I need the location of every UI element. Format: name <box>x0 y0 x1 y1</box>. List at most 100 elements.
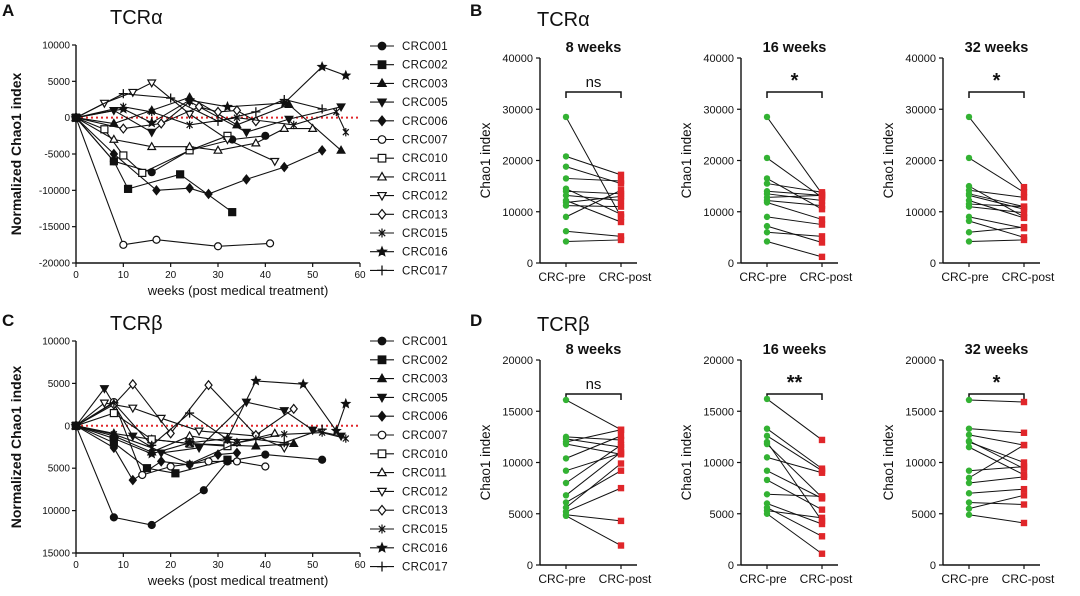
post-point <box>617 177 625 185</box>
legend-marker <box>377 355 387 365</box>
pre-point <box>965 443 973 451</box>
legend-marker <box>377 449 387 459</box>
pre-point <box>763 454 771 461</box>
y-tick-label: 40000 <box>502 53 533 65</box>
pre-point <box>763 154 771 162</box>
legend-marker <box>376 467 388 477</box>
post-point <box>1020 492 1028 499</box>
pre-point <box>965 511 973 518</box>
pair-line <box>766 231 823 237</box>
y-tick-label: 15000 <box>703 406 734 418</box>
legend-marker <box>376 245 388 257</box>
legend: CRC001 CRC002 CRC003 CRC005 CRC006 CRC007 CRC0… <box>370 41 448 277</box>
y-tick-label: 0 <box>728 258 734 270</box>
data-point <box>280 430 288 439</box>
post-point <box>617 460 625 467</box>
data-point <box>199 486 208 495</box>
post-point <box>818 520 826 528</box>
data-point <box>194 444 204 454</box>
data-point <box>204 457 213 466</box>
x-tick-label: CRC-post <box>599 270 652 284</box>
data-point <box>138 470 147 480</box>
pair-line <box>565 188 622 215</box>
significance-bracket <box>565 91 622 98</box>
pair-line <box>766 507 823 537</box>
y-tick-label: 0 <box>64 113 70 124</box>
data-point <box>261 462 270 471</box>
pre-point <box>562 396 570 404</box>
legend-label: CRC007 <box>402 430 448 442</box>
legend-marker <box>377 115 387 127</box>
pair-line <box>565 155 622 176</box>
pre-point <box>763 510 771 517</box>
pair-line <box>968 203 1025 208</box>
post-point <box>617 449 625 456</box>
pair-line <box>968 206 1025 214</box>
pre-point <box>763 476 771 484</box>
subplot-8-weeks: 0 10000 20000 30000 40000 CRC-pre CRC-post Chao… <box>478 40 652 284</box>
legend-marker <box>378 228 386 238</box>
post-point <box>1020 463 1028 470</box>
pre-point <box>763 395 771 403</box>
x-tick-label: CRC-pre <box>941 270 989 284</box>
y-axis-label: Chao1 index <box>881 122 896 198</box>
significance-bracket <box>968 393 1025 400</box>
data-point <box>204 188 213 200</box>
data-point <box>307 123 318 132</box>
post-point <box>617 436 625 444</box>
subplot-16-weeks: 0 5000 10000 15000 20000 CRC-pre CRC-post Chao1… <box>679 342 853 586</box>
pre-point <box>763 491 771 498</box>
x-tick-label: 30 <box>212 560 224 571</box>
pair-line <box>565 463 622 508</box>
y-tick-label: 10000 <box>905 458 936 470</box>
pair-line <box>766 190 823 196</box>
y-tick-label: 0 <box>930 560 936 572</box>
pair-line <box>968 157 1025 193</box>
post-point <box>818 202 826 209</box>
panel-title: TCRα <box>110 7 163 29</box>
data-point <box>109 408 118 418</box>
post-point <box>1020 501 1028 508</box>
legend-label: CRC011 <box>402 468 447 480</box>
x-tick-label: 40 <box>260 560 272 571</box>
series-crc011 <box>71 112 318 154</box>
y-tick-label: 5000 <box>912 509 936 521</box>
legend-label: CRC001 <box>402 41 448 53</box>
data-point <box>185 182 194 194</box>
pair-line <box>968 189 1025 198</box>
legend-marker <box>377 265 387 276</box>
y-tick-label: 10000 <box>703 207 734 219</box>
pair-line <box>968 501 1025 506</box>
pre-point <box>965 467 973 474</box>
pair-line <box>565 195 622 204</box>
data-point <box>241 128 252 138</box>
post-point <box>818 506 826 513</box>
x-axis-label: weeks (post medical treatment) <box>147 283 329 298</box>
post-point <box>1020 189 1028 196</box>
post-point <box>818 514 826 522</box>
pre-point <box>562 202 570 209</box>
data-point <box>251 434 261 444</box>
pre-point <box>965 438 973 446</box>
subplot-title: 8 weeks <box>566 40 622 56</box>
significance-bracket <box>766 393 823 400</box>
y-tick-label: 40000 <box>905 53 936 65</box>
data-point <box>279 438 289 448</box>
data-point <box>284 115 294 125</box>
y-axis-label: Chao1 index <box>478 122 493 198</box>
legend-marker <box>377 208 387 221</box>
y-axis-label: Normalized Chao1 index <box>8 365 24 528</box>
legend-label: CRC015 <box>402 524 448 536</box>
legend-marker <box>376 98 388 108</box>
legend-marker <box>376 541 388 553</box>
data-point <box>146 448 158 459</box>
data-point <box>119 240 128 249</box>
data-point <box>108 432 120 444</box>
pair-line <box>968 239 1025 242</box>
post-point <box>617 211 625 218</box>
pair-line <box>766 493 823 497</box>
significance-label: * <box>993 70 1001 92</box>
series-line <box>75 402 323 447</box>
data-point <box>109 513 118 522</box>
